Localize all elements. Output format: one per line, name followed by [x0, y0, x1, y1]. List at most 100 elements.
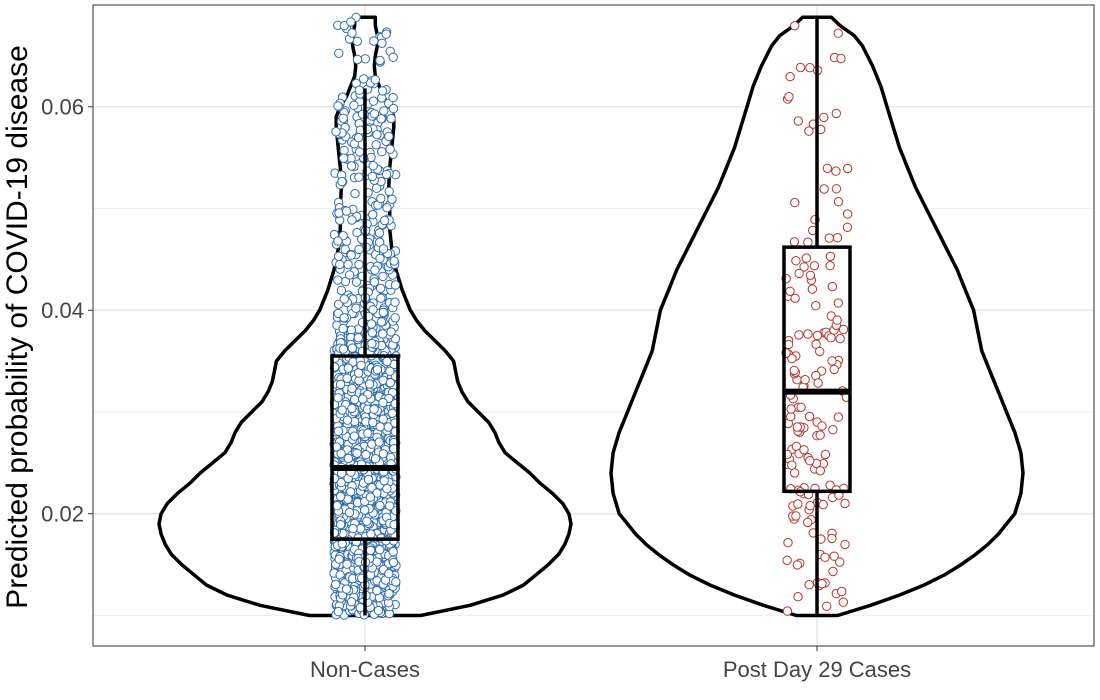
data-point — [787, 460, 797, 470]
data-point — [366, 319, 377, 329]
data-point — [789, 237, 800, 247]
data-point — [825, 251, 836, 262]
data-point — [379, 106, 389, 116]
data-point — [372, 130, 382, 140]
violin-1 — [609, 15, 1025, 618]
data-point — [801, 253, 811, 263]
data-point — [783, 538, 793, 548]
data-point — [388, 92, 398, 103]
data-point — [333, 101, 343, 111]
data-point — [376, 293, 386, 303]
x-tick-label: Post Day 29 Cases — [723, 657, 911, 682]
data-point — [817, 579, 827, 589]
data-point — [352, 36, 362, 46]
data-point — [820, 449, 831, 460]
data-point — [375, 253, 385, 264]
data-point — [803, 329, 813, 339]
jitter-points — [329, 12, 853, 620]
data-point — [387, 408, 397, 418]
data-point — [795, 62, 806, 73]
data-point — [820, 552, 830, 562]
data-point — [375, 500, 385, 511]
data-point — [353, 333, 363, 343]
data-point — [782, 555, 792, 565]
data-point — [366, 529, 376, 539]
data-point — [390, 313, 400, 323]
data-point — [354, 368, 364, 378]
data-point — [378, 329, 388, 339]
data-point — [331, 127, 341, 137]
data-point — [354, 259, 364, 270]
data-point — [805, 62, 815, 73]
data-point — [822, 601, 832, 611]
data-point — [840, 498, 850, 509]
data-point — [374, 437, 384, 447]
data-point — [360, 54, 370, 64]
data-point — [356, 360, 366, 370]
data-point — [333, 606, 343, 617]
data-point — [341, 584, 352, 594]
data-point — [790, 21, 800, 31]
data-point — [838, 597, 848, 607]
data-point — [378, 397, 388, 408]
y-axis-title: Predicted probability of COVID-19 diseas… — [1, 45, 34, 609]
data-point — [346, 17, 356, 27]
data-point — [335, 519, 346, 530]
data-point — [390, 297, 400, 307]
data-point — [786, 404, 796, 414]
data-point — [368, 209, 378, 220]
data-point — [338, 344, 349, 354]
data-point — [832, 315, 842, 325]
data-point — [833, 28, 843, 38]
data-point — [360, 505, 370, 515]
data-point — [359, 74, 369, 84]
data-point — [827, 533, 837, 544]
data-point — [378, 414, 388, 424]
data-point — [334, 208, 344, 218]
data-point — [354, 85, 365, 95]
box-iqr — [782, 245, 852, 494]
data-point — [796, 402, 806, 412]
data-point — [815, 346, 825, 357]
data-point — [339, 145, 349, 156]
data-point — [372, 365, 383, 375]
data-point — [348, 523, 358, 534]
data-point — [355, 602, 365, 613]
data-point — [382, 356, 392, 367]
data-point — [819, 112, 829, 123]
data-point — [365, 545, 376, 556]
data-point — [818, 499, 828, 510]
data-point — [349, 431, 360, 441]
data-point — [333, 426, 344, 436]
data-point — [339, 313, 349, 323]
data-point — [343, 259, 353, 270]
data-point — [370, 75, 380, 85]
data-point — [831, 184, 842, 194]
data-point — [804, 126, 814, 136]
data-point — [829, 364, 839, 375]
data-point — [347, 383, 357, 394]
data-point — [350, 188, 360, 199]
data-point — [809, 261, 820, 271]
data-point — [790, 293, 800, 303]
data-point — [368, 417, 378, 428]
data-point — [829, 551, 839, 561]
data-point — [333, 275, 343, 285]
data-point — [336, 285, 347, 296]
data-point — [833, 197, 844, 207]
data-point — [793, 499, 803, 509]
data-point — [805, 270, 816, 280]
data-point — [787, 353, 797, 364]
data-point — [378, 244, 389, 254]
data-point — [792, 560, 802, 570]
data-point — [389, 256, 399, 266]
data-point — [354, 172, 364, 182]
data-point — [819, 184, 829, 194]
boxplots — [330, 17, 852, 616]
data-point — [782, 606, 793, 616]
data-point — [342, 559, 352, 569]
data-point — [842, 222, 853, 233]
data-point — [344, 507, 355, 518]
data-point — [364, 379, 375, 389]
data-point — [813, 378, 823, 388]
